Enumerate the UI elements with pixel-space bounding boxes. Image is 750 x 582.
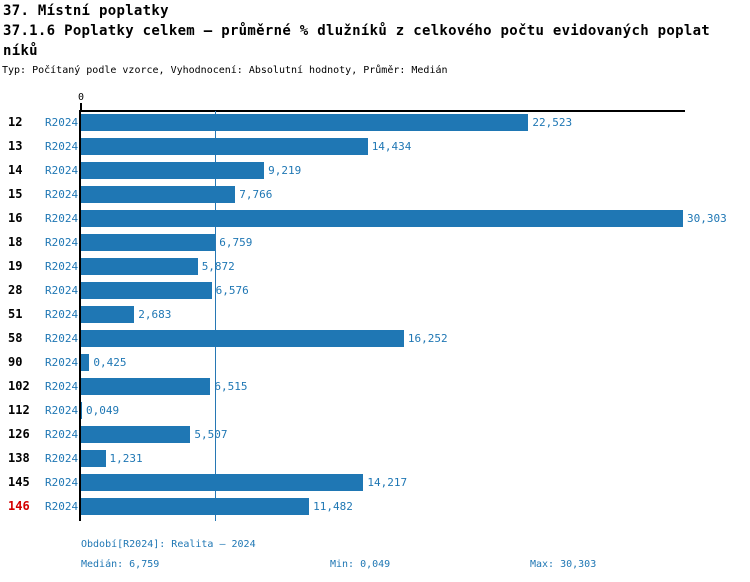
bar	[81, 402, 82, 419]
bar	[81, 186, 236, 203]
x-axis-line	[79, 110, 685, 112]
footer-median: Medián: 6,759	[81, 559, 160, 570]
bar	[81, 162, 265, 179]
row-series-label: R2024	[45, 284, 79, 297]
bar-value-label: 16,252	[407, 332, 448, 345]
row-category-label: 58	[8, 331, 23, 345]
bar	[81, 426, 191, 443]
bar-value-label: 2,683	[138, 308, 172, 321]
bar	[81, 474, 364, 491]
row-series-label: R2024	[45, 428, 79, 441]
bar	[81, 210, 683, 227]
row-series-label: R2024	[45, 188, 79, 201]
bar	[81, 498, 310, 515]
bar	[81, 306, 135, 323]
row-category-label: 51	[8, 307, 23, 321]
chart-meta-info: Typ: Počítaný podle vzorce, Vyhodnocení:…	[2, 65, 448, 76]
bar	[81, 258, 198, 275]
bar	[81, 354, 90, 371]
bar-value-label: 14,434	[371, 140, 412, 153]
row-category-label: 19	[8, 259, 23, 273]
row-series-label: R2024	[45, 380, 79, 393]
row-category-label: 16	[8, 211, 23, 225]
row-series-label: R2024	[45, 500, 79, 513]
bar-value-label: 6,576	[215, 284, 249, 297]
row-series-label: R2024	[45, 236, 79, 249]
chart-subtitle-wrap: níků	[3, 43, 38, 59]
x-axis-tick	[80, 103, 82, 111]
bar-value-label: 14,217	[367, 476, 408, 489]
row-series-label: R2024	[45, 404, 79, 417]
footer-period: Období[R2024]: Realita – 2024	[81, 539, 256, 550]
bar	[81, 138, 368, 155]
bar-value-label: 0,425	[93, 356, 127, 369]
x-axis-zero-tick-label: 0	[77, 92, 85, 103]
bar-value-label: 30,303	[687, 212, 727, 225]
row-category-label: 145	[8, 475, 30, 489]
row-category-label: 138	[8, 451, 30, 465]
row-category-label: 102	[8, 379, 30, 393]
row-series-label: R2024	[45, 212, 79, 225]
bar	[81, 330, 404, 347]
bar-value-label: 11,482	[313, 500, 353, 513]
bar	[81, 450, 106, 467]
row-category-label: 12	[8, 115, 23, 129]
bar-value-label: 22,523	[532, 116, 573, 129]
bar-value-label: 6,759	[219, 236, 253, 249]
row-series-label: R2024	[45, 164, 79, 177]
median-gridline	[215, 111, 217, 521]
bar	[81, 234, 216, 251]
row-series-label: R2024	[45, 308, 79, 321]
bar-value-label: 0,049	[86, 404, 120, 417]
row-category-label: 13	[8, 139, 23, 153]
row-category-label: 126	[8, 427, 30, 441]
bar	[81, 282, 212, 299]
row-category-label: 18	[8, 235, 23, 249]
row-category-label: 90	[8, 355, 23, 369]
footer-max: Max: 30,303	[530, 559, 597, 570]
chart-subtitle: 37.1.6 Poplatky celkem – průměrné % dluž…	[3, 23, 711, 39]
row-category-label: 146	[8, 499, 30, 513]
bar-value-label: 5,507	[194, 428, 228, 441]
bar-value-label: 5,872	[201, 260, 235, 273]
bar-value-label: 9,219	[268, 164, 302, 177]
row-category-label: 14	[8, 163, 23, 177]
bar-value-label: 7,766	[239, 188, 273, 201]
row-series-label: R2024	[45, 140, 79, 153]
y-axis-line	[79, 110, 81, 521]
bar	[81, 114, 529, 131]
bar-value-label: 1,231	[109, 452, 143, 465]
row-series-label: R2024	[45, 356, 79, 369]
bar	[81, 378, 211, 395]
row-series-label: R2024	[45, 260, 79, 273]
bar-value-label: 6,515	[214, 380, 248, 393]
row-series-label: R2024	[45, 476, 79, 489]
row-series-label: R2024	[45, 116, 79, 129]
row-category-label: 28	[8, 283, 23, 297]
footer-min: Min: 0,049	[330, 559, 391, 570]
row-series-label: R2024	[45, 332, 79, 345]
row-series-label: R2024	[45, 452, 79, 465]
row-category-label: 112	[8, 403, 30, 417]
row-category-label: 15	[8, 187, 23, 201]
page-title: 37. Místní poplatky	[3, 3, 169, 19]
